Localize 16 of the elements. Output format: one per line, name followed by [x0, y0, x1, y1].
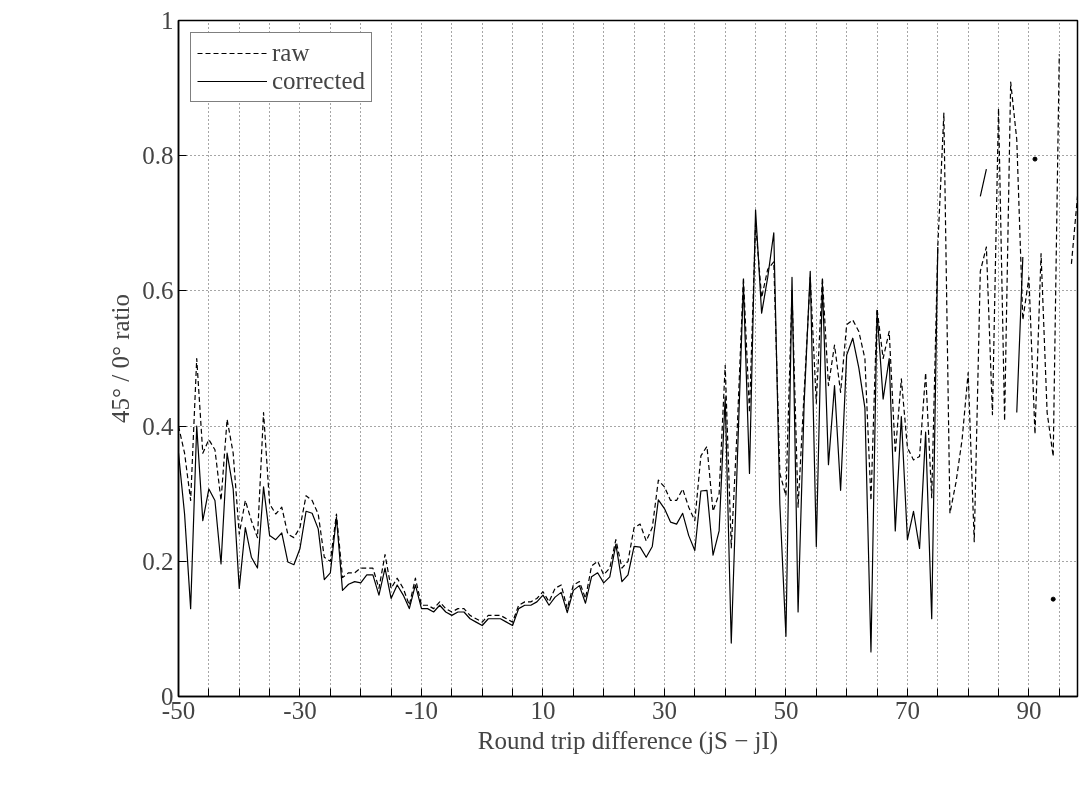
x-tick-label: 30 — [651, 696, 677, 724]
y-tick-label: 0.2 — [142, 547, 174, 575]
x-tick-label: -10 — [404, 696, 439, 724]
x-axis-title: Round trip difference (jS − jI) — [477, 726, 779, 755]
y-tick-label: 0.6 — [142, 277, 174, 305]
legend-label: raw — [272, 39, 310, 67]
x-tick-label: 50 — [773, 696, 799, 724]
legend-label: corrected — [272, 67, 365, 95]
y-axis-title: 45° / 0° ratio — [107, 293, 135, 423]
x-tick-label: -30 — [283, 696, 317, 724]
x-tick-label: 70 — [894, 696, 920, 724]
x-tick-label: 10 — [530, 696, 556, 724]
y-tick-label: 1 — [161, 7, 174, 34]
y-tick-label: 0.8 — [142, 142, 174, 170]
y-tick-label: 0.4 — [142, 412, 174, 440]
x-tick-label: 90 — [1016, 696, 1042, 724]
